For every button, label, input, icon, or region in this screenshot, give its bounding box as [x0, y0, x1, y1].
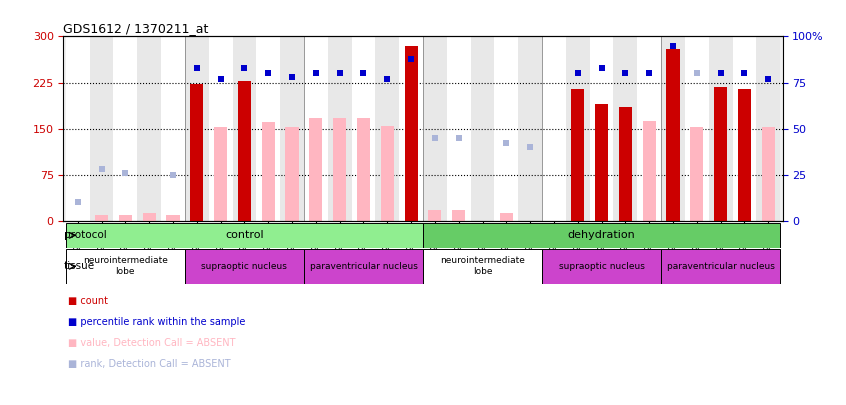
Bar [118, 215, 132, 221]
Bar [452, 210, 465, 221]
Bar [399, 36, 423, 221]
Bar [95, 215, 108, 221]
Bar [566, 36, 590, 221]
Bar [738, 89, 751, 221]
Bar [542, 36, 566, 221]
Text: paraventricular nucleus: paraventricular nucleus [667, 262, 775, 271]
Text: supraoptic nucleus: supraoptic nucleus [201, 262, 288, 271]
Bar [285, 127, 299, 221]
Bar [756, 36, 780, 221]
Text: tissue: tissue [64, 261, 95, 271]
Bar [304, 36, 327, 221]
Bar [304, 249, 423, 284]
Bar [280, 36, 304, 221]
Bar [310, 117, 322, 221]
Bar [690, 127, 703, 221]
Bar [595, 104, 608, 221]
Bar [376, 36, 399, 221]
Bar [685, 36, 709, 221]
Bar [357, 117, 370, 221]
Bar [423, 36, 447, 221]
Bar [161, 36, 185, 221]
Bar [661, 249, 780, 284]
Text: neurointermediate
lobe: neurointermediate lobe [83, 256, 168, 276]
Bar [667, 49, 679, 221]
Bar [238, 81, 251, 221]
Bar [66, 223, 423, 248]
Bar [643, 121, 656, 221]
Bar [733, 36, 756, 221]
Bar [519, 36, 542, 221]
Bar [447, 36, 470, 221]
Bar [571, 89, 585, 221]
Bar [404, 46, 418, 221]
Bar [590, 36, 613, 221]
Bar [90, 36, 113, 221]
Text: ■ rank, Detection Call = ABSENT: ■ rank, Detection Call = ABSENT [68, 359, 230, 369]
Bar [428, 210, 442, 221]
Bar [637, 36, 661, 221]
Bar [661, 36, 685, 221]
Text: ■ count: ■ count [68, 296, 107, 306]
Bar [261, 122, 275, 221]
Bar [494, 36, 519, 221]
Bar [714, 87, 728, 221]
Bar [761, 127, 775, 221]
Bar [613, 36, 637, 221]
Bar [423, 249, 542, 284]
Bar [327, 36, 352, 221]
Bar [185, 249, 304, 284]
Text: neurointermediate
lobe: neurointermediate lobe [440, 256, 525, 276]
Bar [381, 126, 394, 221]
Text: control: control [225, 230, 264, 240]
Bar [167, 215, 179, 221]
Bar [709, 36, 733, 221]
Bar [185, 36, 209, 221]
Bar [352, 36, 376, 221]
Bar [209, 36, 233, 221]
Bar [66, 249, 185, 284]
Bar [143, 213, 156, 221]
Text: ■ value, Detection Call = ABSENT: ■ value, Detection Call = ABSENT [68, 338, 235, 348]
Text: paraventricular nucleus: paraventricular nucleus [310, 262, 417, 271]
Bar [500, 213, 513, 221]
Bar [190, 84, 203, 221]
Bar [333, 117, 346, 221]
Bar [233, 36, 256, 221]
Bar [137, 36, 161, 221]
Text: supraoptic nucleus: supraoptic nucleus [558, 262, 645, 271]
Bar [470, 36, 494, 221]
Bar [113, 36, 137, 221]
Bar [214, 127, 228, 221]
Bar [618, 107, 632, 221]
Bar [256, 36, 280, 221]
Bar [423, 223, 780, 248]
Text: protocol: protocol [64, 230, 107, 240]
Text: ■ percentile rank within the sample: ■ percentile rank within the sample [68, 317, 245, 327]
Text: dehydration: dehydration [568, 230, 635, 240]
Text: GDS1612 / 1370211_at: GDS1612 / 1370211_at [63, 22, 209, 35]
Bar [66, 36, 90, 221]
Bar [542, 249, 661, 284]
